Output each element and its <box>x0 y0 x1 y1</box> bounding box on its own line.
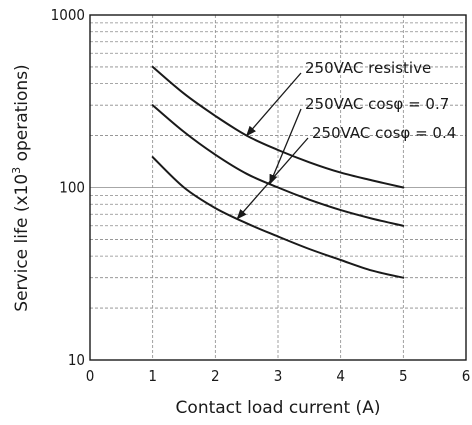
series-annotation-label: 250VAC resistive <box>305 59 431 77</box>
x-tick-label: 2 <box>211 367 220 385</box>
series-line <box>151 104 405 227</box>
plot-frame <box>89 14 467 361</box>
y-tick-label: 10 <box>68 351 85 369</box>
y-tick-label: 1000 <box>51 6 85 24</box>
x-tick-label: 4 <box>336 367 345 385</box>
y-axis-title-sup: 3 <box>10 167 23 174</box>
x-tick-label: 1 <box>148 367 157 385</box>
x-tick-label: 3 <box>274 367 283 385</box>
annotation-arrow <box>236 137 309 220</box>
series-line <box>151 65 405 189</box>
y-axis-title-prefix: Service life (x10 <box>12 174 32 312</box>
annotations: 250VAC resistive 250VAC cosφ = 0.7 250VAC … <box>236 59 456 220</box>
series-annotation-label: 250VAC cosφ = 0.7 <box>305 95 449 113</box>
y-tick-label: 100 <box>59 179 85 197</box>
x-tick-label: 6 <box>462 367 471 385</box>
tick-labels: 0 1 2 3 4 5 6 10 100 1000 <box>51 6 471 385</box>
annotation-arrow <box>245 72 302 137</box>
x-axis-title: Contact load current (A) <box>176 398 381 418</box>
x-tick-label: 5 <box>399 367 408 385</box>
x-tick-label: 0 <box>86 367 95 385</box>
series-annotation-label: 250VAC cosφ = 0.4 <box>312 124 456 142</box>
annotation-arrow <box>269 108 302 185</box>
curves <box>151 65 405 279</box>
series-line <box>151 156 405 279</box>
y-axis-title: Service life (x103 operations) <box>10 64 32 311</box>
y-axis-title-suffix: operations) <box>12 64 32 167</box>
